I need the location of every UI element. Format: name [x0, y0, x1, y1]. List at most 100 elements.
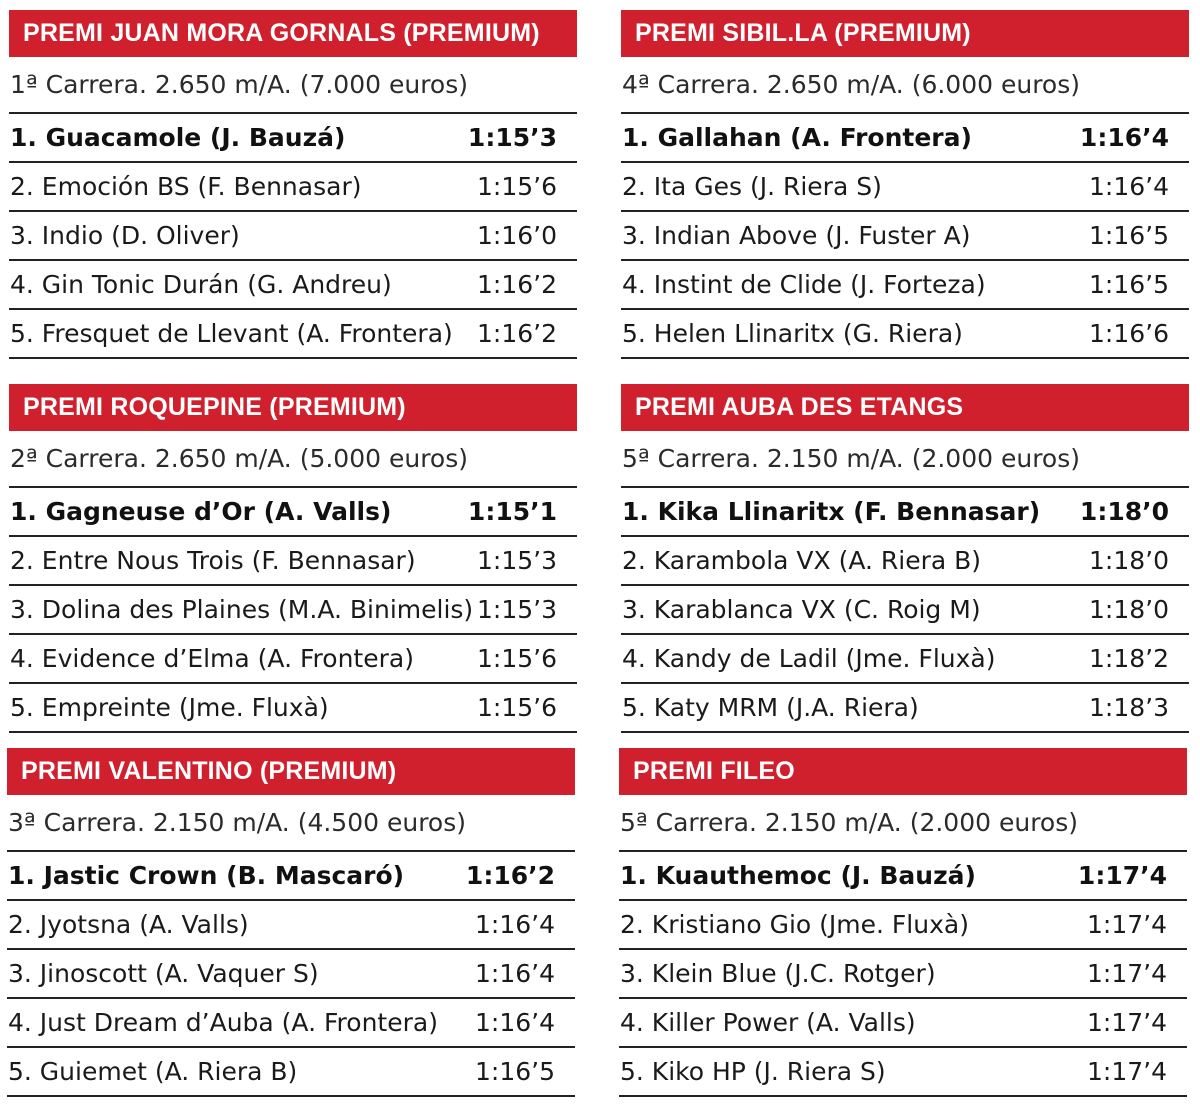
- horse-name: 1. Gallahan (A. Frontera): [622, 123, 972, 152]
- race-time: 1:16’4: [475, 959, 555, 988]
- horse-name: 4. Instint de Clide (J. Forteza): [622, 270, 986, 299]
- result-row: 1. Gallahan (A. Frontera) 1:16’4: [621, 114, 1189, 163]
- race-time: 1:15’3: [477, 595, 557, 624]
- horse-name: 3. Indian Above (J. Fuster A): [622, 221, 971, 250]
- horse-name: 1. Kika Llinaritx (F. Bennasar): [622, 497, 1041, 526]
- race-block-auba-des-etangs: PREMI AUBA DES ETANGS 5ª Carrera. 2.150 …: [621, 384, 1189, 733]
- race-time: 1:16’4: [1089, 172, 1169, 201]
- horse-name: 5. Guiemet (A. Riera B): [8, 1057, 298, 1086]
- race-time: 1:16’0: [477, 221, 557, 250]
- result-row: 2. Jyotsna (A. Valls) 1:16’4: [7, 901, 575, 950]
- horse-name: 5. Empreinte (Jme. Fluxà): [10, 693, 329, 722]
- race-time: 1:17’4: [1077, 861, 1167, 890]
- result-row: 5. Fresquet de Llevant (A. Frontera) 1:16…: [9, 310, 577, 359]
- result-row: 1. Jastic Crown (B. Mascaró) 1:16’2: [7, 852, 575, 901]
- race-info: 3ª Carrera. 2.150 m/A. (4.500 euros): [7, 795, 575, 852]
- race-time: 1:15’6: [477, 644, 557, 673]
- horse-name: 3. Jinoscott (A. Vaquer S): [8, 959, 319, 988]
- race-time: 1:16’4: [1079, 123, 1169, 152]
- race-title: PREMI JUAN MORA GORNALS (PREMIUM): [9, 10, 577, 57]
- horse-name: 2. Jyotsna (A. Valls): [8, 910, 249, 939]
- race-time: 1:16’5: [1089, 270, 1169, 299]
- race-time: 1:16’4: [475, 910, 555, 939]
- race-time: 1:15’1: [467, 497, 557, 526]
- result-row: 4. Gin Tonic Durán (G. Andreu) 1:16’2: [9, 261, 577, 310]
- horse-name: 1. Gagneuse d’Or (A. Valls): [10, 497, 392, 526]
- result-row: 5. Guiemet (A. Riera B) 1:16’5: [7, 1048, 575, 1097]
- race-time: 1:18’0: [1089, 595, 1169, 624]
- result-row: 1. Kuauthemoc (J. Bauzá) 1:17’4: [619, 852, 1187, 901]
- race-time: 1:16’6: [1089, 319, 1169, 348]
- race-block-fileo: PREMI FILEO 5ª Carrera. 2.150 m/A. (2.00…: [619, 748, 1187, 1097]
- result-row: 1. Kika Llinaritx (F. Bennasar) 1:18’0: [621, 488, 1189, 537]
- race-info: 4ª Carrera. 2.650 m/A. (6.000 euros): [621, 57, 1189, 114]
- horse-name: 4. Just Dream d’Auba (A. Frontera): [8, 1008, 438, 1037]
- race-info: 2ª Carrera. 2.650 m/A. (5.000 euros): [9, 431, 577, 488]
- race-time: 1:16’2: [465, 861, 555, 890]
- result-row: 3. Indio (D. Oliver) 1:16’0: [9, 212, 577, 261]
- horse-name: 2. Entre Nous Trois (F. Bennasar): [10, 546, 416, 575]
- race-time: 1:17’4: [1087, 1057, 1167, 1086]
- horse-name: 4. Killer Power (A. Valls): [620, 1008, 916, 1037]
- result-row: 4. Just Dream d’Auba (A. Frontera) 1:16’4: [7, 999, 575, 1048]
- race-time: 1:17’4: [1087, 910, 1167, 939]
- horse-name: 2. Emoción BS (F. Bennasar): [10, 172, 362, 201]
- race-block-valentino: PREMI VALENTINO (PREMIUM) 3ª Carrera. 2.…: [7, 748, 575, 1097]
- horse-name: 3. Karablanca VX (C. Roig M): [622, 595, 981, 624]
- race-title: PREMI VALENTINO (PREMIUM): [7, 748, 575, 795]
- horse-name: 5. Kiko HP (J. Riera S): [620, 1057, 886, 1086]
- horse-name: 2. Ita Ges (J. Riera S): [622, 172, 882, 201]
- result-row: 3. Jinoscott (A. Vaquer S) 1:16’4: [7, 950, 575, 999]
- race-title: PREMI SIBIL.LA (PREMIUM): [621, 10, 1189, 57]
- race-title: PREMI AUBA DES ETANGS: [621, 384, 1189, 431]
- race-time: 1:18’0: [1079, 497, 1169, 526]
- horse-name: 3. Indio (D. Oliver): [10, 221, 240, 250]
- race-time: 1:17’4: [1087, 959, 1167, 988]
- horse-name: 3. Dolina des Plaines (M.A. Binimelis): [10, 595, 474, 624]
- result-row: 2. Karambola VX (A. Riera B) 1:18’0: [621, 537, 1189, 586]
- result-row: 3. Indian Above (J. Fuster A) 1:16’5: [621, 212, 1189, 261]
- horse-name: 4. Kandy de Ladil (Jme. Fluxà): [622, 644, 996, 673]
- horse-name: 3. Klein Blue (J.C. Rotger): [620, 959, 936, 988]
- race-time: 1:15’6: [477, 693, 557, 722]
- horse-name: 1. Guacamole (J. Bauzá): [10, 123, 346, 152]
- race-info: 1ª Carrera. 2.650 m/A. (7.000 euros): [9, 57, 577, 114]
- result-row: 2. Entre Nous Trois (F. Bennasar) 1:15’3: [9, 537, 577, 586]
- result-row: 3. Klein Blue (J.C. Rotger) 1:17’4: [619, 950, 1187, 999]
- race-time: 1:18’0: [1089, 546, 1169, 575]
- result-row: 1. Guacamole (J. Bauzá) 1:15’3: [9, 114, 577, 163]
- result-row: 5. Katy MRM (J.A. Riera) 1:18’3: [621, 684, 1189, 733]
- race-time: 1:18’2: [1089, 644, 1169, 673]
- horse-name: 5. Helen Llinaritx (G. Riera): [622, 319, 963, 348]
- race-title: PREMI ROQUEPINE (PREMIUM): [9, 384, 577, 431]
- result-row: 3. Dolina des Plaines (M.A. Binimelis) 1:…: [9, 586, 577, 635]
- race-time: 1:15’3: [467, 123, 557, 152]
- race-time: 1:16’5: [475, 1057, 555, 1086]
- result-row: 2. Emoción BS (F. Bennasar) 1:15’6: [9, 163, 577, 212]
- horse-name: 2. Karambola VX (A. Riera B): [622, 546, 982, 575]
- result-row: 4. Evidence d’Elma (A. Frontera) 1:15’6: [9, 635, 577, 684]
- race-time: 1:15’3: [477, 546, 557, 575]
- result-row: 2. Kristiano Gio (Jme. Fluxà) 1:17’4: [619, 901, 1187, 950]
- race-time: 1:16’2: [477, 270, 557, 299]
- race-time: 1:16’2: [477, 319, 557, 348]
- race-time: 1:17’4: [1087, 1008, 1167, 1037]
- horse-name: 4. Evidence d’Elma (A. Frontera): [10, 644, 414, 673]
- result-row: 3. Karablanca VX (C. Roig M) 1:18’0: [621, 586, 1189, 635]
- race-time: 1:15’6: [477, 172, 557, 201]
- race-block-juan-mora-gornals: PREMI JUAN MORA GORNALS (PREMIUM) 1ª Car…: [9, 10, 577, 359]
- race-block-roquepine: PREMI ROQUEPINE (PREMIUM) 2ª Carrera. 2.…: [9, 384, 577, 733]
- horse-name: 5. Katy MRM (J.A. Riera): [622, 693, 919, 722]
- race-info: 5ª Carrera. 2.150 m/A. (2.000 euros): [619, 795, 1187, 852]
- race-info: 5ª Carrera. 2.150 m/A. (2.000 euros): [621, 431, 1189, 488]
- result-row: 5. Helen Llinaritx (G. Riera) 1:16’6: [621, 310, 1189, 359]
- horse-name: 5. Fresquet de Llevant (A. Frontera): [10, 319, 453, 348]
- horse-name: 2. Kristiano Gio (Jme. Fluxà): [620, 910, 969, 939]
- result-row: 2. Ita Ges (J. Riera S) 1:16’4: [621, 163, 1189, 212]
- race-title: PREMI FILEO: [619, 748, 1187, 795]
- race-block-sibilla: PREMI SIBIL.LA (PREMIUM) 4ª Carrera. 2.6…: [621, 10, 1189, 359]
- horse-name: 4. Gin Tonic Durán (G. Andreu): [10, 270, 392, 299]
- result-row: 5. Kiko HP (J. Riera S) 1:17’4: [619, 1048, 1187, 1097]
- result-row: 5. Empreinte (Jme. Fluxà) 1:15’6: [9, 684, 577, 733]
- result-row: 4. Instint de Clide (J. Forteza) 1:16’5: [621, 261, 1189, 310]
